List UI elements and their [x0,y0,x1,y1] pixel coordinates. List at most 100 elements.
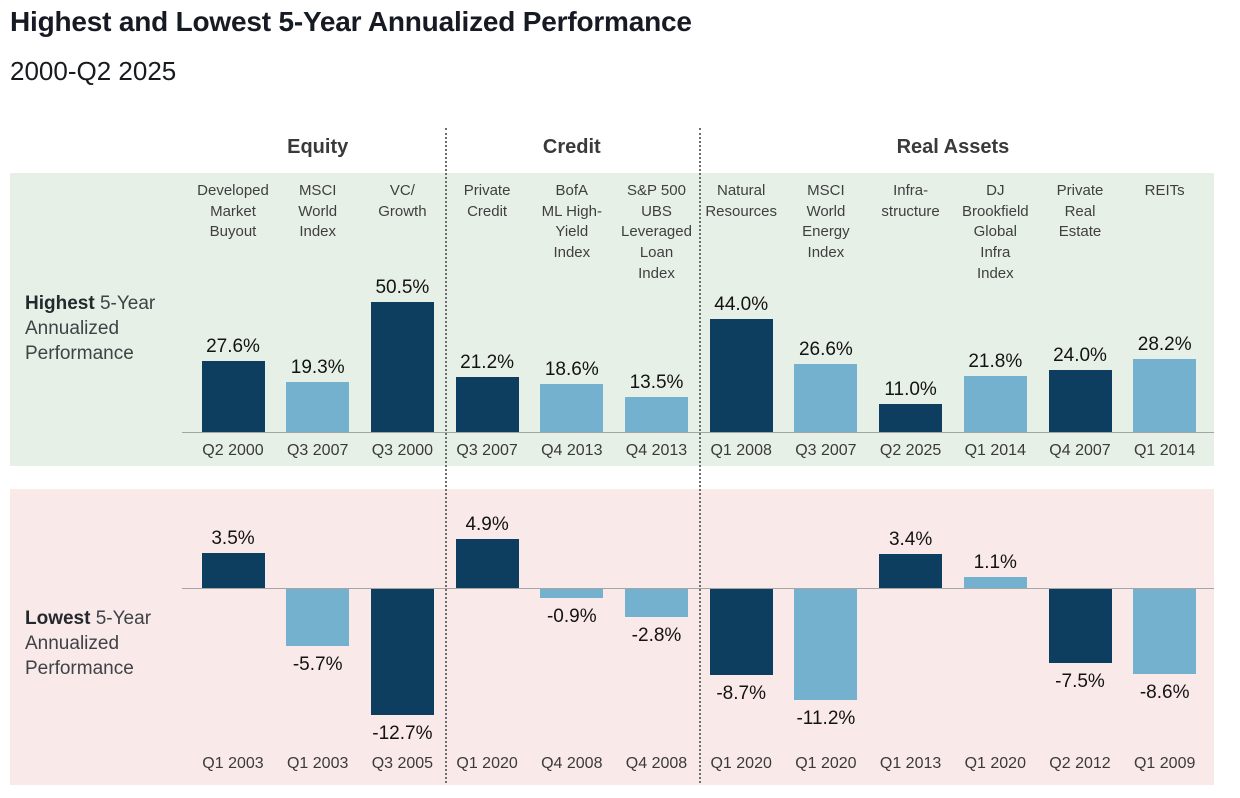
column-header: REITs [1144,182,1185,199]
lowest-period-label: Q1 2020 [964,755,1026,772]
group-header-equity: Equity [287,136,349,158]
highest-period-label: Q3 2007 [286,442,349,459]
column-header: DJ Brookfield Global Infra Index [961,182,1029,282]
lowest-period-label: Q1 2013 [879,755,942,772]
lowest-value-label: 1.1% [973,552,1017,573]
column-header: BofA ML High- Yield Index [541,182,602,262]
highest-bar [710,319,773,432]
highest-value-label: 19.3% [290,357,345,378]
lowest-bar [625,589,688,617]
column-header: Natural Resources [705,182,778,220]
highest-period-label: Q2 2000 [202,442,264,459]
highest-period-label: Q3 2007 [456,442,518,459]
highest-period-label: Q3 2007 [795,442,857,459]
highest-bar [202,361,265,432]
highest-period-label: Q2 2025 [879,442,942,459]
lowest-value-label: -8.6% [1139,682,1190,703]
column-header: Private Credit [463,182,511,220]
highest-value-label: 27.6% [206,336,260,357]
highest-row-label-rest: 5-Year Annualized Performance [25,293,156,364]
highest-bar [286,382,349,432]
lowest-value-label: -8.7% [716,683,766,704]
highest-bar [540,384,603,432]
lowest-value-label: -0.9% [546,606,597,627]
lowest-period-label: Q4 2008 [541,755,603,772]
lowest-bar [710,589,773,675]
lowest-period-label: Q1 2020 [456,755,518,772]
chart-title: Highest and Lowest 5-Year Annualized Per… [10,6,692,37]
lowest-value-label: 3.5% [211,528,255,549]
lowest-value-label: -2.8% [631,625,682,646]
highest-value-label: 13.5% [629,372,684,393]
group-separator [699,128,701,783]
lowest-bar [794,589,857,700]
highest-bar [1133,359,1196,432]
lowest-period-label: Q3 2005 [371,755,434,772]
lowest-value-label: 3.4% [888,529,933,550]
lowest-period-label: Q4 2008 [625,755,688,772]
column-header: MSCI World Energy Index [802,182,850,262]
highest-row-label-bold: Highest [25,293,95,314]
highest-bar [625,397,688,432]
lowest-period-label: Q1 2020 [710,755,772,772]
highest-period-label: Q1 2008 [710,442,772,459]
lowest-period-label: Q1 2020 [795,755,857,772]
column-header: VC/ Growth [378,182,427,220]
lowest-bar [1133,589,1196,674]
lowest-bar [456,539,519,588]
highest-period-label: Q1 2014 [1133,442,1196,459]
lowest-bar [1049,589,1112,663]
column-header: S&P 500 UBS Leveraged Loan Index [621,182,692,282]
lowest-bar [286,589,349,646]
column-header: Infra- structure [881,182,940,220]
highest-period-label: Q4 2013 [541,442,603,459]
highest-value-label: 28.2% [1137,334,1192,355]
column-header: Developed Market Buyout [197,182,269,241]
highest-bar [879,404,942,432]
lowest-period-label: Q1 2003 [286,755,349,772]
lowest-bar [202,553,265,588]
lowest-row-label-bold: Lowest [25,608,91,629]
column-header: MSCI World Index [298,182,338,241]
highest-bar [371,302,434,432]
highest-value-label: 24.0% [1053,345,1107,366]
bottom-axis-zero-line [182,588,1214,589]
highest-value-label: 26.6% [798,339,853,360]
lowest-value-label: -12.7% [372,723,433,744]
highest-value-label: 21.8% [968,351,1023,372]
highest-period-label: Q4 2013 [625,442,688,459]
lowest-bar [964,577,1027,588]
lowest-bar [540,589,603,598]
lowest-value-label: -7.5% [1055,671,1105,692]
highest-value-label: 11.0% [884,379,937,400]
highest-period-label: Q3 2000 [371,442,434,459]
lowest-row-label: Lowest 5-Year Annualized Performance [25,606,205,681]
highest-value-label: 21.2% [460,352,515,373]
lowest-period-label: Q1 2009 [1133,755,1196,772]
group-header-credit: Credit [542,136,601,158]
lowest-period-label: Q2 2012 [1049,755,1111,772]
highest-bar [456,377,519,432]
highest-value-label: 44.0% [714,294,769,315]
lowest-value-label: 4.9% [465,514,509,535]
lowest-bar [879,554,942,588]
highest-value-label: 18.6% [544,359,599,380]
group-separator [445,128,447,783]
highest-bar [1049,370,1112,432]
group-header-real-assets: Real Assets [896,136,1010,158]
highest-bar [794,364,857,432]
lowest-period-label: Q1 2003 [202,755,264,772]
column-header: Private Real Estate [1056,182,1104,241]
highest-row-label: Highest 5-Year Annualized Performance [25,291,205,366]
highest-value-label: 50.5% [375,277,430,298]
lowest-row-label-rest: 5-Year Annualized Performance [25,608,152,679]
highest-period-label: Q1 2014 [964,442,1026,459]
chart-subtitle: 2000-Q2 2025 [10,56,177,86]
lowest-performance-panel [10,489,1214,785]
lowest-bar [371,589,434,715]
highest-bar [964,376,1027,432]
highest-period-label: Q4 2007 [1049,442,1111,459]
top-axis-baseline [182,432,1214,433]
lowest-value-label: -11.2% [796,708,856,729]
